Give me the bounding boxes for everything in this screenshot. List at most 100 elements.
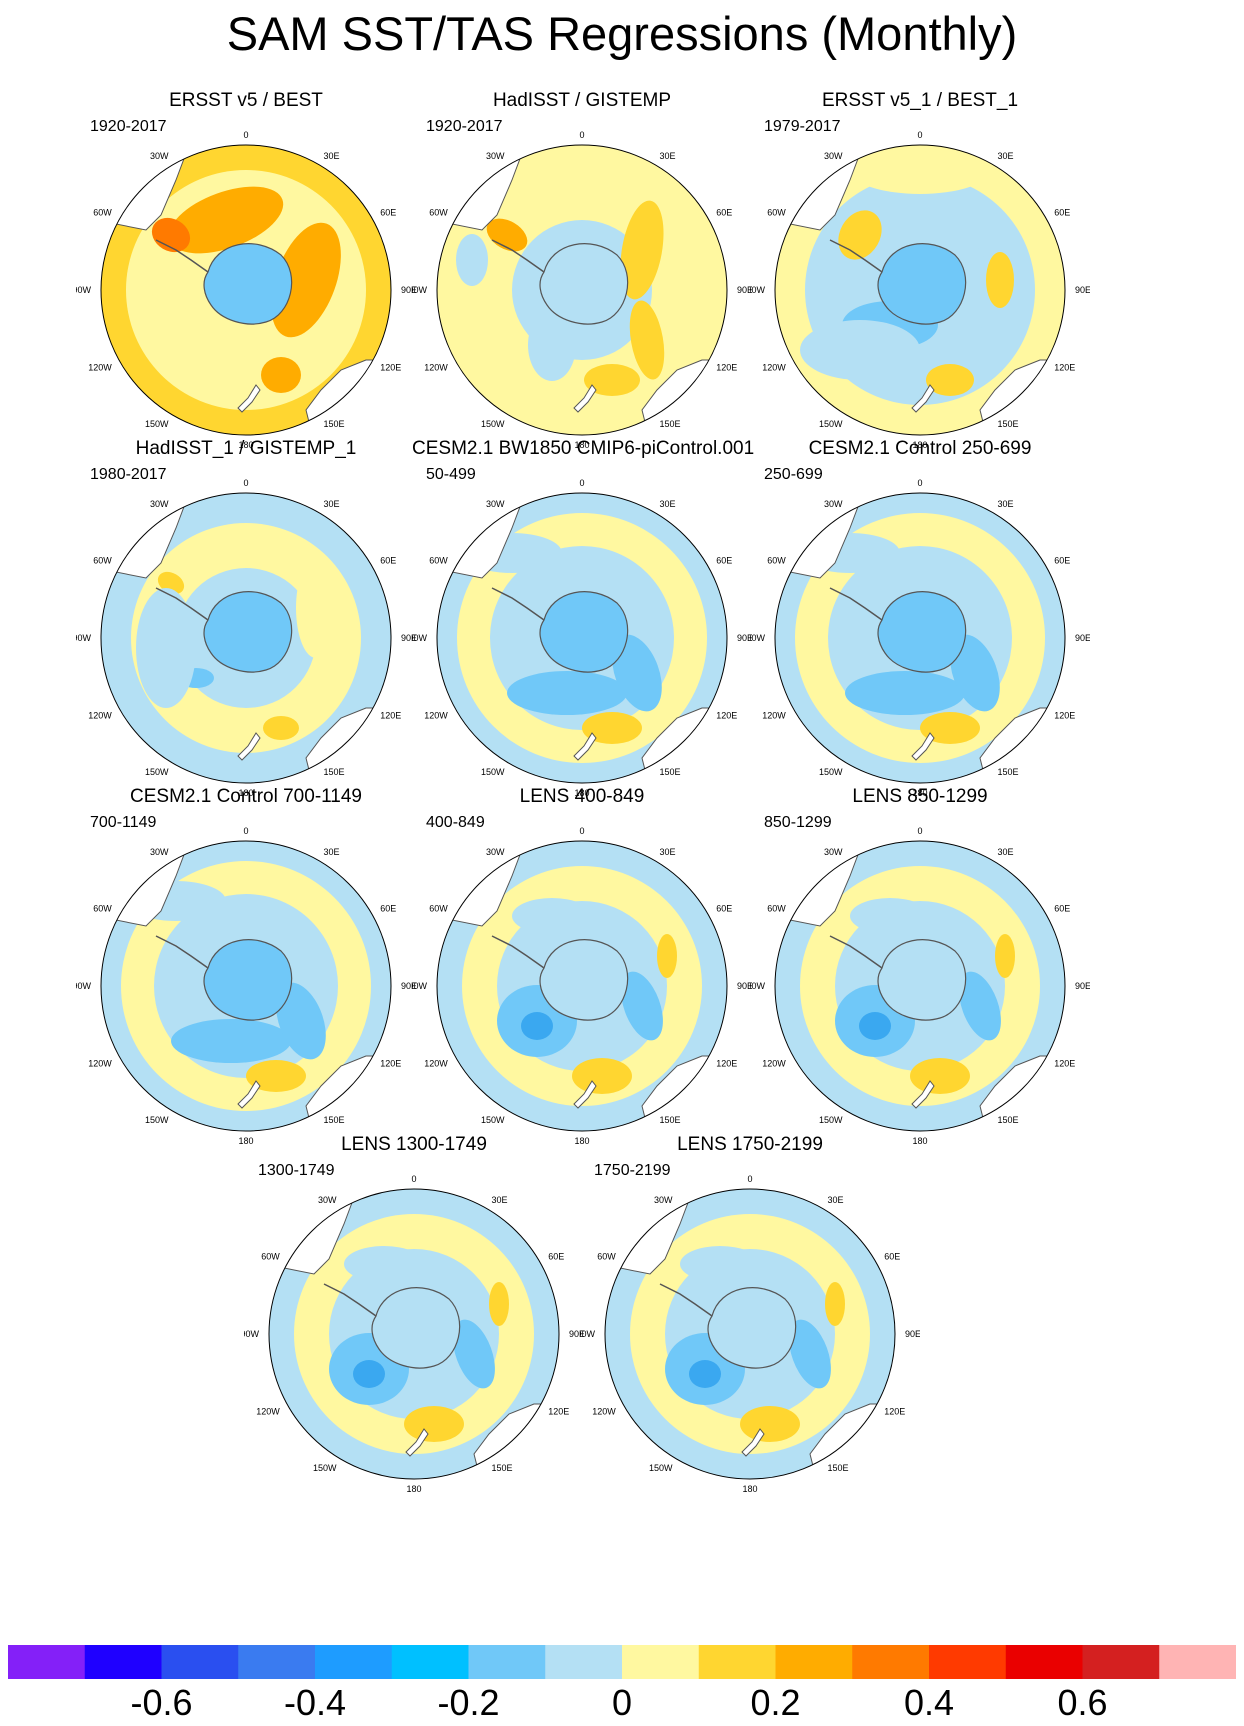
longitude-label: 90W <box>76 633 91 643</box>
anomaly-blob <box>910 1058 970 1094</box>
longitude-label: 150E <box>998 767 1019 777</box>
anomaly-blob <box>995 934 1015 978</box>
longitude-label: 30W <box>486 847 505 857</box>
longitude-label: 120W <box>88 363 112 373</box>
longitude-label: 0 <box>917 826 922 836</box>
new-zealand-land <box>405 1428 429 1457</box>
longitude-label: 30W <box>486 499 505 509</box>
map-boundary <box>100 840 392 1132</box>
longitude-label: 90E <box>737 633 752 643</box>
anomaly-blob <box>512 898 592 934</box>
longitude-label: 30E <box>324 151 340 161</box>
longitude-label: 30W <box>824 151 843 161</box>
anomaly-blob <box>629 300 665 380</box>
longitude-label: 120E <box>1054 711 1075 721</box>
map-boundary <box>268 1188 560 1480</box>
africa-land <box>503 1189 559 1225</box>
longitude-label: 30E <box>324 499 340 509</box>
polar-map: 0 30E 60E 90E 120E 150E 180 150W 120W 90W 60W 30W <box>750 826 1090 1146</box>
longitude-label: 120W <box>424 363 448 373</box>
polar-map: 0 30E 60E 90E 120E 150E 180 150W 120W 90W 60W 30W <box>412 478 752 798</box>
longitude-label: 180 <box>238 440 253 450</box>
anomaly-blob <box>838 210 882 260</box>
antarctica-outline <box>707 1287 797 1369</box>
longitude-label: 60E <box>548 1252 564 1262</box>
new-zealand-land <box>237 1080 261 1109</box>
longitude-label: 30W <box>318 1195 337 1205</box>
longitude-label: 0 <box>917 478 922 488</box>
longitude-label: 150W <box>481 767 505 777</box>
anomaly-blob <box>353 1360 385 1388</box>
antarctic-peninsula <box>491 239 545 273</box>
anomaly-blob <box>584 364 640 396</box>
longitude-label: 60W <box>429 208 448 218</box>
colorbar-swatch <box>622 1645 700 1679</box>
longitude-label: 0 <box>917 130 922 140</box>
panel-period: 1750-2199 <box>594 1162 671 1179</box>
colorbar <box>8 1645 1236 1679</box>
colorbar-tick-label: 0.4 <box>903 1682 955 1723</box>
anomaly-blob <box>271 222 341 338</box>
longitude-label: 150E <box>492 1463 513 1473</box>
anomaly-blob <box>859 1012 891 1040</box>
longitude-label: 30E <box>998 847 1014 857</box>
new-zealand-land <box>237 732 261 761</box>
panel-period: 850-1299 <box>764 814 832 831</box>
longitude-label: 150E <box>324 419 345 429</box>
anomaly-blob <box>521 1012 553 1040</box>
panel-title: LENS 400-849 <box>519 786 645 807</box>
africa-land <box>671 841 727 877</box>
map-panel: HadISST / GISTEMP 0 30E 60E 90E 120E 150E 180 15… <box>412 90 752 470</box>
map-boundary <box>436 840 728 1132</box>
polar-map: 0 30E 60E 90E 120E 150E 180 150W 120W 90W 60W 30W <box>580 1174 920 1494</box>
map-panel: ERSST v5_1 / BEST_1 0 30E 60E 90E 120E 150E 180… <box>750 90 1090 470</box>
anomaly-blob <box>926 364 974 396</box>
africa-land <box>839 1189 895 1225</box>
anomaly-blob <box>959 971 1001 1041</box>
antarctica-outline <box>877 939 967 1021</box>
colorbar-tick-label: 0 <box>611 1682 633 1723</box>
map-boundary <box>774 492 1066 784</box>
longitude-label: 180 <box>912 1136 927 1146</box>
longitude-label: 0 <box>411 1174 416 1184</box>
new-zealand-land <box>573 732 597 761</box>
longitude-label: 150E <box>324 1115 345 1125</box>
map-panel: LENS 400-849 0 30E 60E 90E 120E 150E 180 150W 120… <box>412 786 752 1166</box>
longitude-label: 120E <box>380 711 401 721</box>
antarctica-outline <box>203 591 293 673</box>
colorbar-tick-label: 0.6 <box>1057 1682 1108 1723</box>
panel-title: LENS 1750-2199 <box>677 1134 823 1155</box>
map-boundary <box>436 144 728 436</box>
longitude-label: 60E <box>380 556 396 566</box>
colorbar-swatch <box>238 1645 316 1679</box>
anomaly-blob <box>680 1246 760 1282</box>
longitude-label: 30W <box>486 151 505 161</box>
anomaly-blob <box>171 1019 291 1063</box>
map-panel: ERSST v5 / BEST 0 30E 60E 90E 120E 150E 180 150W… <box>76 90 416 470</box>
longitude-label: 150E <box>660 1115 681 1125</box>
longitude-label: 60E <box>380 904 396 914</box>
panel-title: ERSST v5_1 / BEST_1 <box>821 90 1019 111</box>
antarctica-outline <box>877 591 967 673</box>
longitude-label: 0 <box>579 478 584 488</box>
antarctic-peninsula <box>829 935 883 969</box>
panel-title: CESM2.1 Control 250-699 <box>808 438 1032 459</box>
panel-period: 1979-2017 <box>764 118 841 135</box>
colorbar-tick-label: 0.2 <box>750 1682 801 1723</box>
panel-period: 400-849 <box>426 814 485 831</box>
longitude-label: 60E <box>716 904 732 914</box>
longitude-label: 150W <box>819 419 843 429</box>
panel-period: 1300-1749 <box>258 1162 335 1179</box>
panel-period: 1980-2017 <box>90 466 167 483</box>
colorbar-swatch <box>8 1645 86 1679</box>
longitude-label: 90W <box>750 285 765 295</box>
africa-land <box>1009 493 1065 529</box>
longitude-label: 180 <box>574 440 589 450</box>
longitude-label: 120E <box>716 1059 737 1069</box>
polar-map: 0 30E 60E 90E 120E 150E 180 150W 120W 90W 60W 30W <box>750 130 1090 450</box>
map-panel: LENS 1300-1749 0 30E 60E 90E 120E 150E 180 150W 1… <box>244 1134 584 1514</box>
map-panel: CESM2.1 BW1850 CMIP6-piControl.001 0 30E 60… <box>412 438 754 818</box>
map-boundary <box>604 1188 896 1480</box>
longitude-label: 60E <box>884 1252 900 1262</box>
longitude-label: 90E <box>401 633 416 643</box>
